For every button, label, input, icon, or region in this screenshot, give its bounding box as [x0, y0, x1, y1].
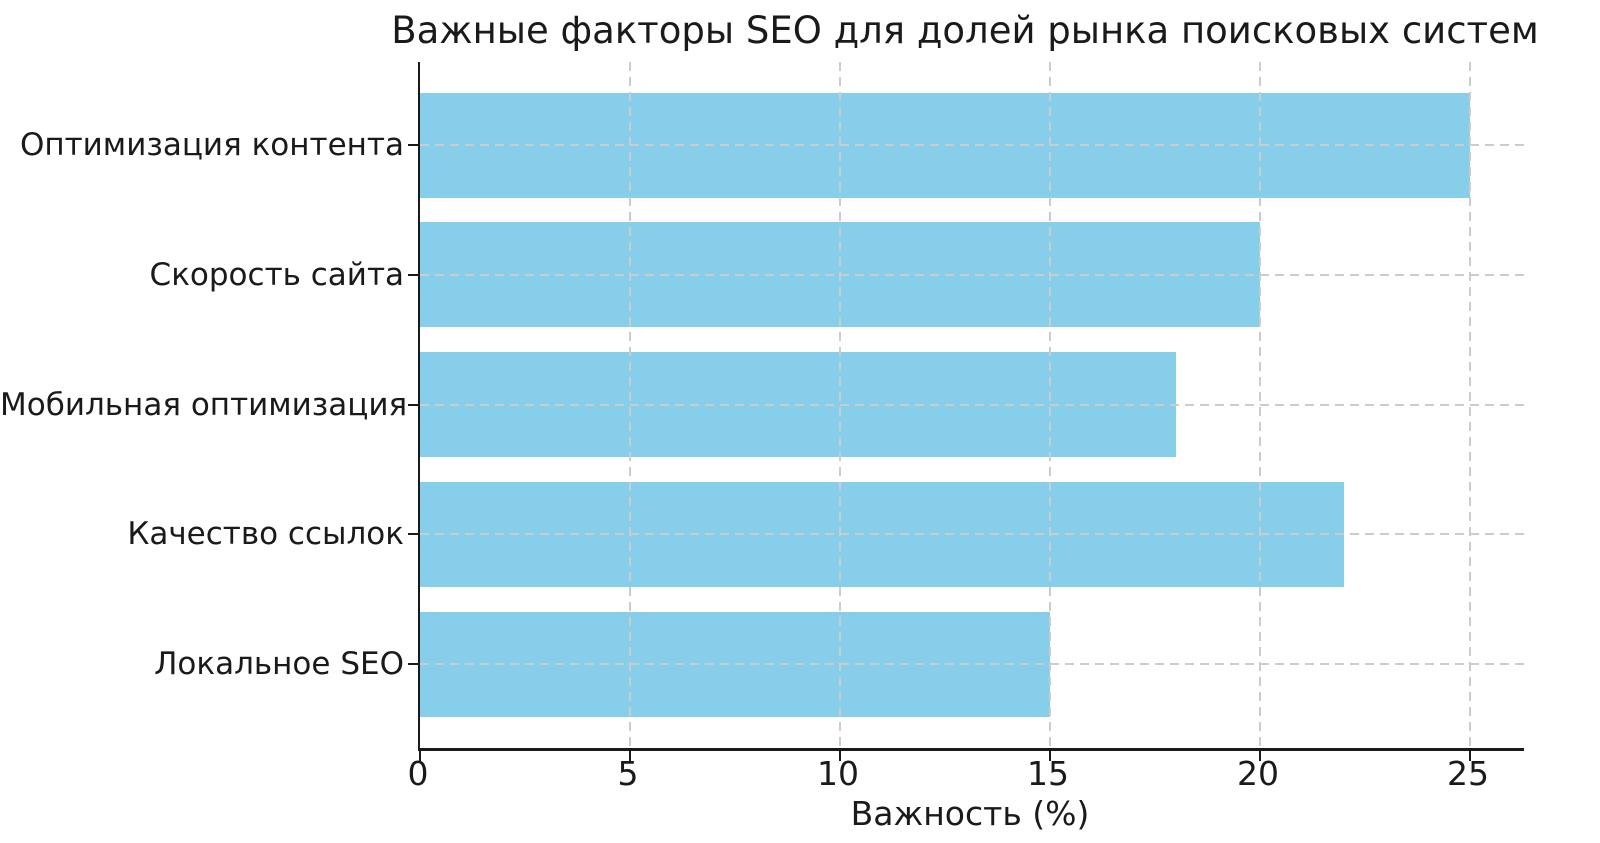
x-tick-mark: [629, 748, 631, 761]
y-tick-mark: [408, 403, 418, 406]
y-tick-mark: [408, 533, 418, 536]
y-axis-label: Оптимизация контента: [19, 127, 404, 163]
x-tick-mark: [1259, 748, 1261, 761]
y-axis-label: Качество ссылок: [127, 516, 404, 553]
x-tick-mark: [419, 748, 421, 761]
gridline-vertical: [1049, 62, 1051, 748]
gridline-horizontal: [420, 273, 1524, 276]
gridline-vertical: [1469, 62, 1471, 748]
x-tick-label: 15: [1027, 754, 1069, 793]
x-tick-mark: [1469, 748, 1471, 761]
gridline-vertical: [839, 62, 841, 748]
gridline-horizontal: [420, 663, 1524, 665]
x-tick-label: 20: [1237, 754, 1279, 793]
x-tick-label: 0: [407, 754, 429, 793]
gridline-vertical: [1259, 62, 1261, 748]
plot-area: [408, 62, 1524, 761]
x-tick-mark: [839, 748, 841, 761]
y-axis-label: Скорость сайта: [149, 256, 404, 293]
x-axis-title: Важность (%): [850, 794, 1090, 833]
y-axis-labels: Оптимизация контента Скорость сайта Мобиль…: [0, 0, 408, 843]
gridline-horizontal: [420, 403, 1524, 406]
y-axis-label: Локальное SEO: [154, 646, 404, 682]
x-axis-tick-labels: 0 5 10 15 20 25: [0, 753, 1600, 795]
x-tick-label: 5: [617, 754, 639, 793]
y-tick-mark: [408, 663, 418, 665]
gridline-vertical: [629, 62, 631, 748]
y-tick-mark: [408, 144, 418, 146]
x-tick-label: 25: [1447, 754, 1489, 793]
chart-title: Важные факторы SEO для долей рынка поиск…: [391, 9, 1539, 52]
x-tick-label: 10: [817, 754, 859, 793]
x-tick-mark: [1049, 748, 1051, 761]
y-tick-mark: [408, 273, 418, 276]
gridline-horizontal: [420, 533, 1524, 536]
y-axis-label: Мобильная оптимизация: [0, 386, 408, 423]
gridline-horizontal: [420, 144, 1524, 146]
